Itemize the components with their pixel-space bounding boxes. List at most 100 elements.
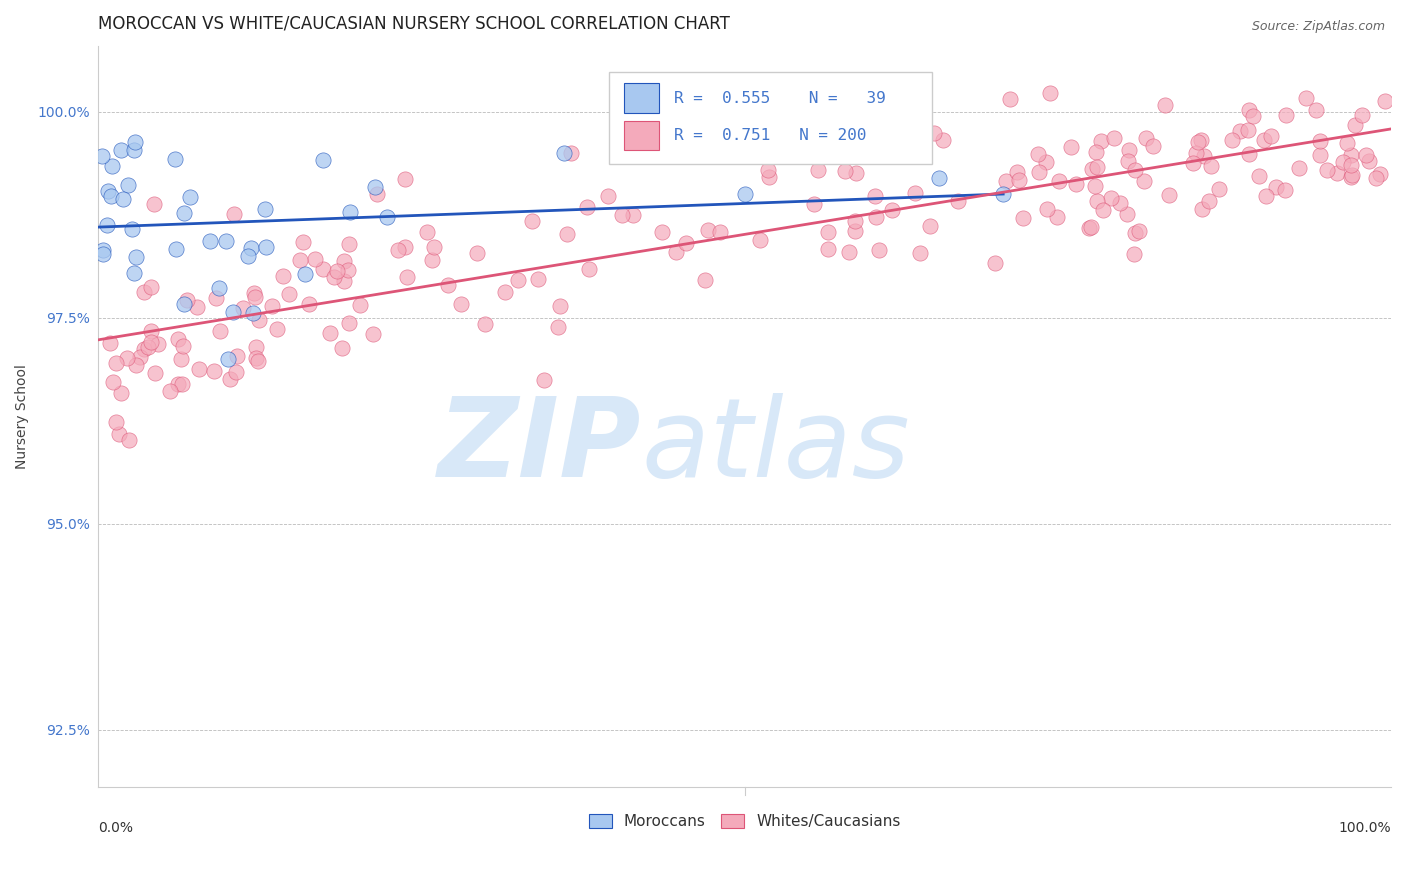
Point bbox=[1309, 148, 1331, 162]
Point bbox=[1123, 247, 1146, 261]
Point bbox=[1084, 178, 1107, 193]
Point bbox=[1254, 189, 1277, 203]
Point bbox=[527, 272, 550, 286]
Point bbox=[100, 189, 122, 203]
Point bbox=[1340, 169, 1362, 184]
Point bbox=[522, 214, 544, 228]
Point bbox=[865, 189, 887, 203]
Point bbox=[232, 301, 254, 315]
Point bbox=[394, 172, 416, 186]
Point bbox=[1341, 168, 1364, 182]
Point bbox=[1253, 133, 1275, 147]
Point bbox=[1085, 145, 1108, 159]
Point bbox=[1123, 226, 1146, 240]
Point bbox=[1118, 143, 1140, 157]
Point bbox=[1036, 202, 1059, 217]
Point bbox=[1154, 98, 1177, 112]
Point bbox=[1249, 169, 1271, 183]
Point bbox=[394, 240, 416, 254]
Point bbox=[387, 244, 409, 258]
Point bbox=[838, 244, 860, 259]
Point bbox=[297, 296, 319, 310]
Point bbox=[124, 358, 146, 372]
Point bbox=[91, 148, 114, 162]
Point bbox=[922, 127, 945, 141]
Point bbox=[1309, 134, 1331, 148]
Text: 0.0%: 0.0% bbox=[98, 821, 134, 835]
Point bbox=[167, 332, 190, 346]
Point bbox=[548, 299, 571, 313]
Point bbox=[1264, 180, 1286, 194]
Point bbox=[1305, 103, 1327, 118]
Point bbox=[946, 194, 969, 208]
Point bbox=[1039, 87, 1062, 101]
Point bbox=[1133, 174, 1156, 188]
Point bbox=[756, 162, 779, 177]
Point bbox=[172, 338, 194, 352]
Point bbox=[506, 273, 529, 287]
Point bbox=[450, 297, 472, 311]
Text: atlas: atlas bbox=[641, 392, 910, 500]
Point bbox=[578, 261, 600, 276]
Point bbox=[1199, 159, 1222, 173]
Point bbox=[245, 351, 267, 365]
Point bbox=[110, 143, 132, 157]
Point bbox=[319, 326, 342, 340]
Point bbox=[1078, 221, 1101, 235]
Point bbox=[278, 287, 301, 301]
Point bbox=[1355, 148, 1378, 162]
Point bbox=[243, 285, 266, 300]
Point bbox=[533, 373, 555, 387]
Point bbox=[339, 204, 361, 219]
Point bbox=[188, 361, 211, 376]
FancyBboxPatch shape bbox=[624, 120, 659, 150]
Point bbox=[420, 252, 443, 267]
Point bbox=[1012, 211, 1035, 225]
Point bbox=[844, 224, 866, 238]
Point bbox=[1157, 188, 1180, 202]
Point bbox=[239, 241, 262, 255]
Point bbox=[122, 266, 145, 280]
Point bbox=[253, 202, 276, 217]
Point bbox=[1135, 131, 1157, 145]
Point bbox=[696, 223, 718, 237]
Point bbox=[844, 214, 866, 228]
Point bbox=[1187, 135, 1209, 149]
Point bbox=[115, 351, 138, 366]
Point bbox=[1026, 147, 1049, 161]
Point bbox=[1208, 182, 1230, 196]
Point bbox=[333, 253, 356, 268]
Point bbox=[361, 327, 384, 342]
Point bbox=[755, 138, 778, 153]
Point bbox=[312, 262, 335, 277]
Point bbox=[415, 225, 437, 239]
Point bbox=[1331, 155, 1354, 169]
Point bbox=[1142, 138, 1164, 153]
Point bbox=[560, 146, 582, 161]
Point bbox=[1007, 164, 1029, 178]
Point bbox=[170, 351, 193, 366]
Point bbox=[1092, 203, 1115, 218]
Point bbox=[202, 364, 225, 378]
Point bbox=[132, 285, 155, 299]
Point bbox=[983, 256, 1005, 270]
Text: MOROCCAN VS WHITE/CAUCASIAN NURSERY SCHOOL CORRELATION CHART: MOROCCAN VS WHITE/CAUCASIAN NURSERY SCHO… bbox=[98, 15, 730, 33]
Point bbox=[101, 159, 124, 173]
Point bbox=[294, 267, 316, 281]
Point bbox=[208, 281, 231, 295]
Point bbox=[709, 226, 731, 240]
Point bbox=[807, 163, 830, 178]
Point bbox=[224, 207, 246, 221]
Point bbox=[349, 298, 371, 312]
Point bbox=[1194, 149, 1216, 163]
Point bbox=[1369, 167, 1392, 181]
Point bbox=[96, 184, 118, 198]
Point bbox=[1295, 91, 1317, 105]
Point bbox=[105, 415, 128, 429]
Point bbox=[1090, 134, 1112, 148]
Point bbox=[245, 290, 267, 304]
Point bbox=[1115, 207, 1137, 221]
Point bbox=[122, 144, 145, 158]
Point bbox=[1274, 108, 1296, 122]
Point bbox=[920, 219, 942, 233]
